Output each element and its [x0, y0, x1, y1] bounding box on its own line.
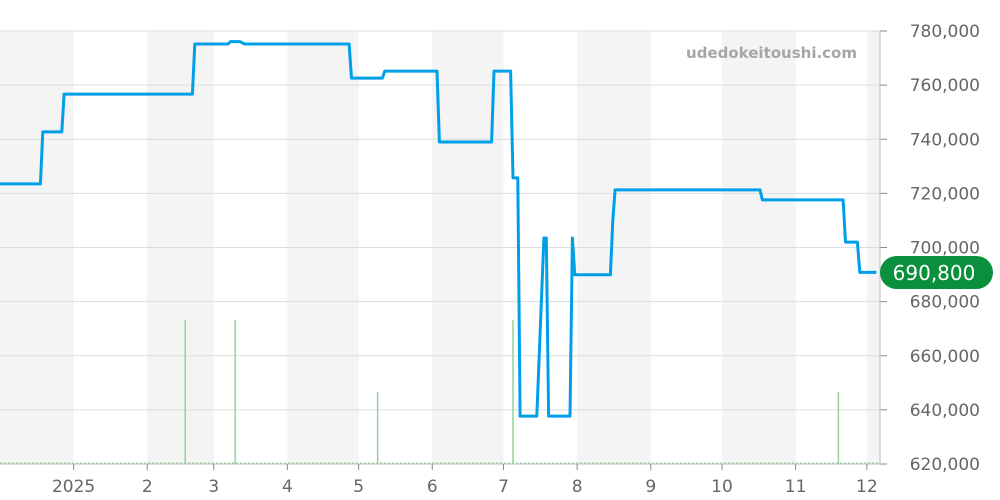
x-tick-label: 8 [572, 477, 583, 497]
x-tick-label: 9 [645, 477, 656, 497]
x-tick-label: 12 [856, 477, 878, 497]
x-tick-label: 4 [282, 477, 293, 497]
axes: 620,000 640,000 660,000 680,000 700,000 720,0… [0, 22, 980, 497]
x-tick-label: 5 [353, 477, 364, 497]
current-price-badge-bg [880, 256, 993, 289]
y-tick-label: 660,000 [910, 347, 980, 367]
y-tick-label: 700,000 [910, 239, 980, 259]
price-line-group [0, 40, 877, 418]
y-tick-label: 680,000 [910, 293, 980, 313]
x-tick-label: 11 [785, 477, 807, 497]
volume-bars [0, 320, 880, 464]
y-tick-label: 620,000 [910, 455, 980, 475]
x-tick-label: 2 [142, 477, 153, 497]
x-tick-label: 10 [711, 477, 733, 497]
y-tick-label: 760,000 [910, 76, 980, 96]
y-tick-label: 740,000 [910, 130, 980, 150]
current-price-label: 690,800 [893, 261, 976, 285]
price-line [0, 40, 877, 418]
x-tick-label: 7 [498, 477, 509, 497]
y-tick-label: 720,000 [910, 184, 980, 204]
current-price-badge: 690,800 [880, 256, 993, 289]
y-tick-label: 640,000 [910, 401, 980, 421]
watermark: udedokeitoushi.com [686, 44, 857, 62]
x-tick-label: 2025 [52, 477, 95, 497]
y-tick-label: 780,000 [910, 22, 980, 42]
x-tick-label: 3 [208, 477, 219, 497]
x-tick-label: 6 [427, 477, 438, 497]
